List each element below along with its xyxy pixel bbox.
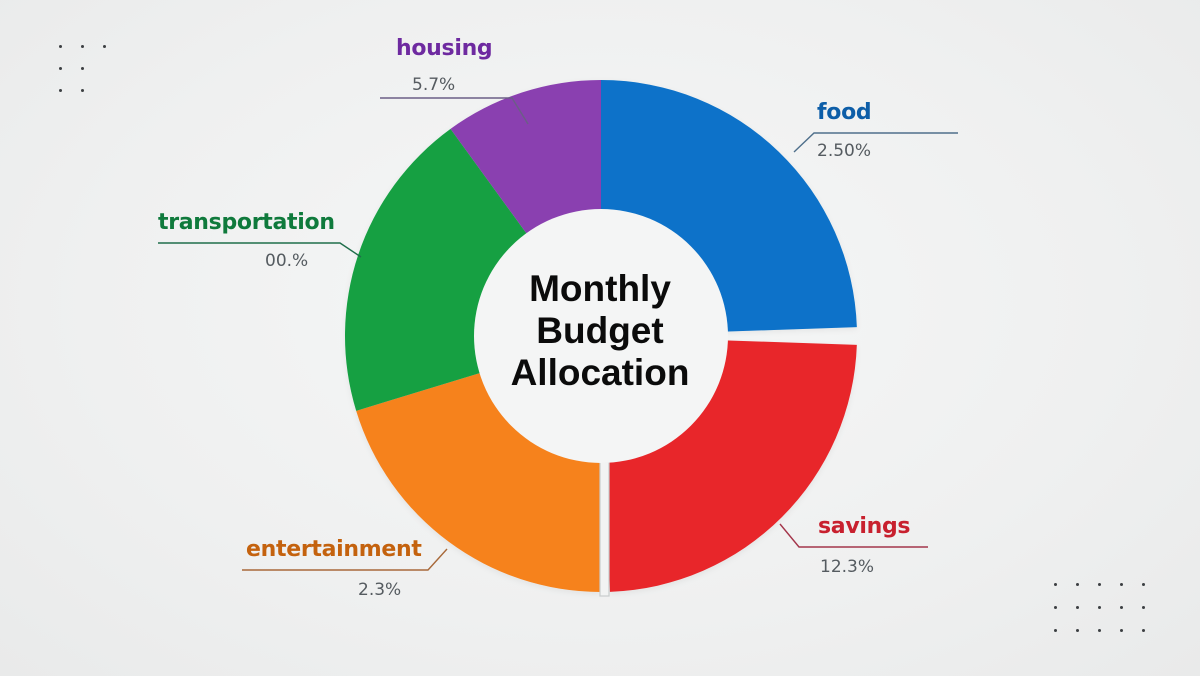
- slice-savings: [605, 340, 857, 592]
- slice-separator: [599, 461, 610, 597]
- leader-line-savings: [779, 523, 928, 548]
- dot-icon: [59, 45, 62, 48]
- decorative-dot-grid-bottom-right: [1054, 583, 1164, 632]
- dot-icon: [81, 67, 84, 70]
- value-entertainment: 2.3%: [358, 580, 402, 600]
- leader-line-housing: [380, 97, 529, 125]
- slice-housing: [450, 80, 601, 239]
- dot-icon: [81, 45, 84, 48]
- label-entertainment: entertainment: [246, 537, 422, 562]
- label-housing: housing: [396, 36, 493, 61]
- slice-entertainment: [356, 371, 601, 592]
- decorative-dot-grid-top-left: [59, 45, 125, 92]
- donut-hole: [474, 209, 728, 463]
- value-transportation: 00.%: [265, 251, 309, 271]
- slice-food: [601, 80, 857, 332]
- label-transportation: transportation: [158, 210, 335, 235]
- chart-title-line-1: Monthly: [529, 268, 671, 309]
- label-food: food: [817, 100, 872, 125]
- value-savings: 12.3%: [820, 557, 875, 577]
- leader-line-food: [793, 132, 958, 153]
- dot-icon: [59, 67, 62, 70]
- leader-line-transportation: [158, 242, 362, 258]
- slice-transportation: [344, 128, 531, 411]
- chart-title-line-2: Budget: [536, 310, 664, 351]
- value-food: 2.50%: [817, 141, 872, 161]
- label-savings: savings: [818, 514, 911, 539]
- chart-title: Monthly Budget Allocation: [475, 268, 725, 394]
- chart-title-line-3: Allocation: [510, 352, 690, 393]
- leader-line-entertainment: [242, 548, 448, 571]
- dot-icon: [81, 89, 84, 92]
- dot-icon: [59, 89, 62, 92]
- value-housing: 5.7%: [412, 75, 456, 95]
- dot-icon: [103, 45, 106, 48]
